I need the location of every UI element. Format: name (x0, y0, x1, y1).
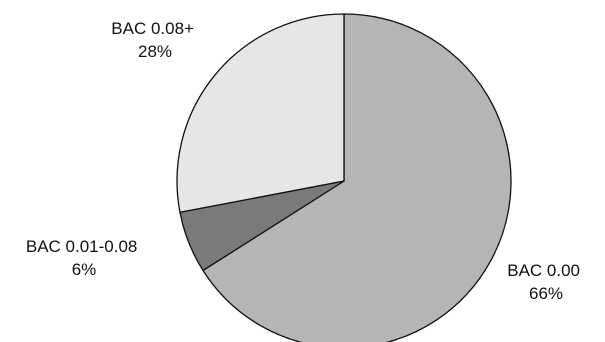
slice-label-bac-0-01-0-08: BAC 0.01-0.08 6% (26, 237, 142, 279)
pie-slice-bac-0-00 (202, 13, 512, 342)
pie-slice-bac-0-08-plus (176, 13, 345, 213)
slice-label-bac-0-08-plus: BAC 0.08+ 28% (111, 19, 198, 61)
slice-label-bac-0-01-0-08-percent: 6% (72, 260, 97, 279)
slice-label-bac-0-00-name: BAC 0.00 (507, 261, 580, 280)
slice-label-bac-0-08-plus-percent: 28% (138, 42, 172, 61)
pie-slices (176, 13, 512, 342)
slice-label-bac-0-00: BAC 0.00 66% (507, 261, 585, 303)
slice-label-bac-0-01-0-08-name: BAC 0.01-0.08 (26, 237, 138, 256)
slice-label-bac-0-00-percent: 66% (529, 284, 563, 303)
slice-label-bac-0-08-plus-name: BAC 0.08+ (111, 19, 194, 38)
pie-labels: BAC 0.00 66% BAC 0.01-0.08 6% BAC 0.08+ … (26, 19, 585, 303)
